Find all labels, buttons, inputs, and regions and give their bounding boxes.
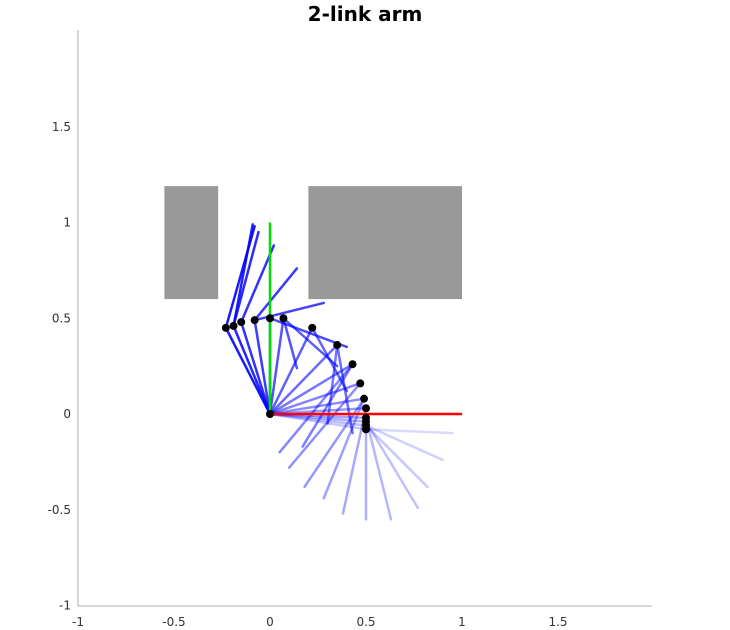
elbow-joint-7 (356, 379, 365, 388)
elbow-joint-12 (266, 314, 274, 323)
elbow-joint-5 (362, 404, 370, 413)
y-tick-label: -0.5 (48, 503, 71, 517)
elbow-joint-4 (362, 413, 370, 422)
obstacles (164, 186, 462, 300)
forearm-link-24 (224, 225, 256, 330)
forearm-link-21 (239, 244, 276, 324)
forearm-link-10 (287, 382, 362, 469)
upper-link-11 (268, 317, 285, 416)
x-tick-labels: -1 -0.5 0 0.5 1 1.5 (72, 615, 568, 629)
elbow-joint-15 (229, 321, 238, 330)
elbow-joint-9 (333, 341, 342, 350)
forearm-link-18 (268, 317, 349, 349)
obstacle-1 (164, 186, 219, 300)
forearm-link-12 (301, 362, 354, 448)
elbow-joint-8 (348, 360, 357, 369)
forearm-link-4 (364, 420, 420, 510)
y-tick-label: 0.5 (52, 311, 71, 325)
upper-link-16 (224, 326, 272, 416)
y-tick-label: 1.5 (52, 120, 71, 134)
forearm-link-13 (326, 343, 339, 425)
upper-link-14 (239, 320, 272, 416)
elbow-joint-16 (221, 323, 230, 332)
forearm-link-5 (364, 416, 393, 521)
forearm-link-8 (322, 397, 366, 500)
upper-link-6 (268, 397, 366, 416)
elbow-joint-6 (360, 394, 369, 403)
forearm-link-3 (364, 424, 429, 489)
elbow-joint-13 (250, 316, 259, 325)
x-tick-label: -1 (72, 615, 84, 629)
y-tick-labels: -1 -0.5 0 0.5 1 1.5 (48, 120, 71, 613)
upper-link-13 (253, 318, 272, 416)
forearm-link-1 (364, 428, 454, 435)
obstacle-2 (308, 186, 462, 300)
x-tick-label: -0.5 (162, 615, 185, 629)
x-tick-label: 1.5 (548, 615, 567, 629)
upper-link-8 (268, 362, 354, 416)
base-joint (266, 410, 274, 418)
y-tick-label: 0 (63, 407, 71, 421)
chart-title: 2-link arm (308, 2, 423, 26)
forearm-link-2 (364, 424, 445, 462)
forearm-link-20 (253, 267, 299, 322)
y-tick-label: 1 (63, 216, 71, 230)
x-tick-label: 1 (458, 615, 466, 629)
forearm-link-17 (282, 317, 299, 370)
elbow-joint-14 (237, 318, 246, 327)
y-tick-label: -1 (59, 599, 71, 613)
elbow-joint-10 (308, 323, 317, 332)
upper-link-15 (232, 324, 272, 416)
elbow-joint-11 (279, 314, 288, 323)
upper-link-10 (268, 326, 314, 416)
x-tick-label: 0 (266, 615, 274, 629)
joints (221, 314, 370, 434)
x-tick-label: 0.5 (356, 615, 375, 629)
